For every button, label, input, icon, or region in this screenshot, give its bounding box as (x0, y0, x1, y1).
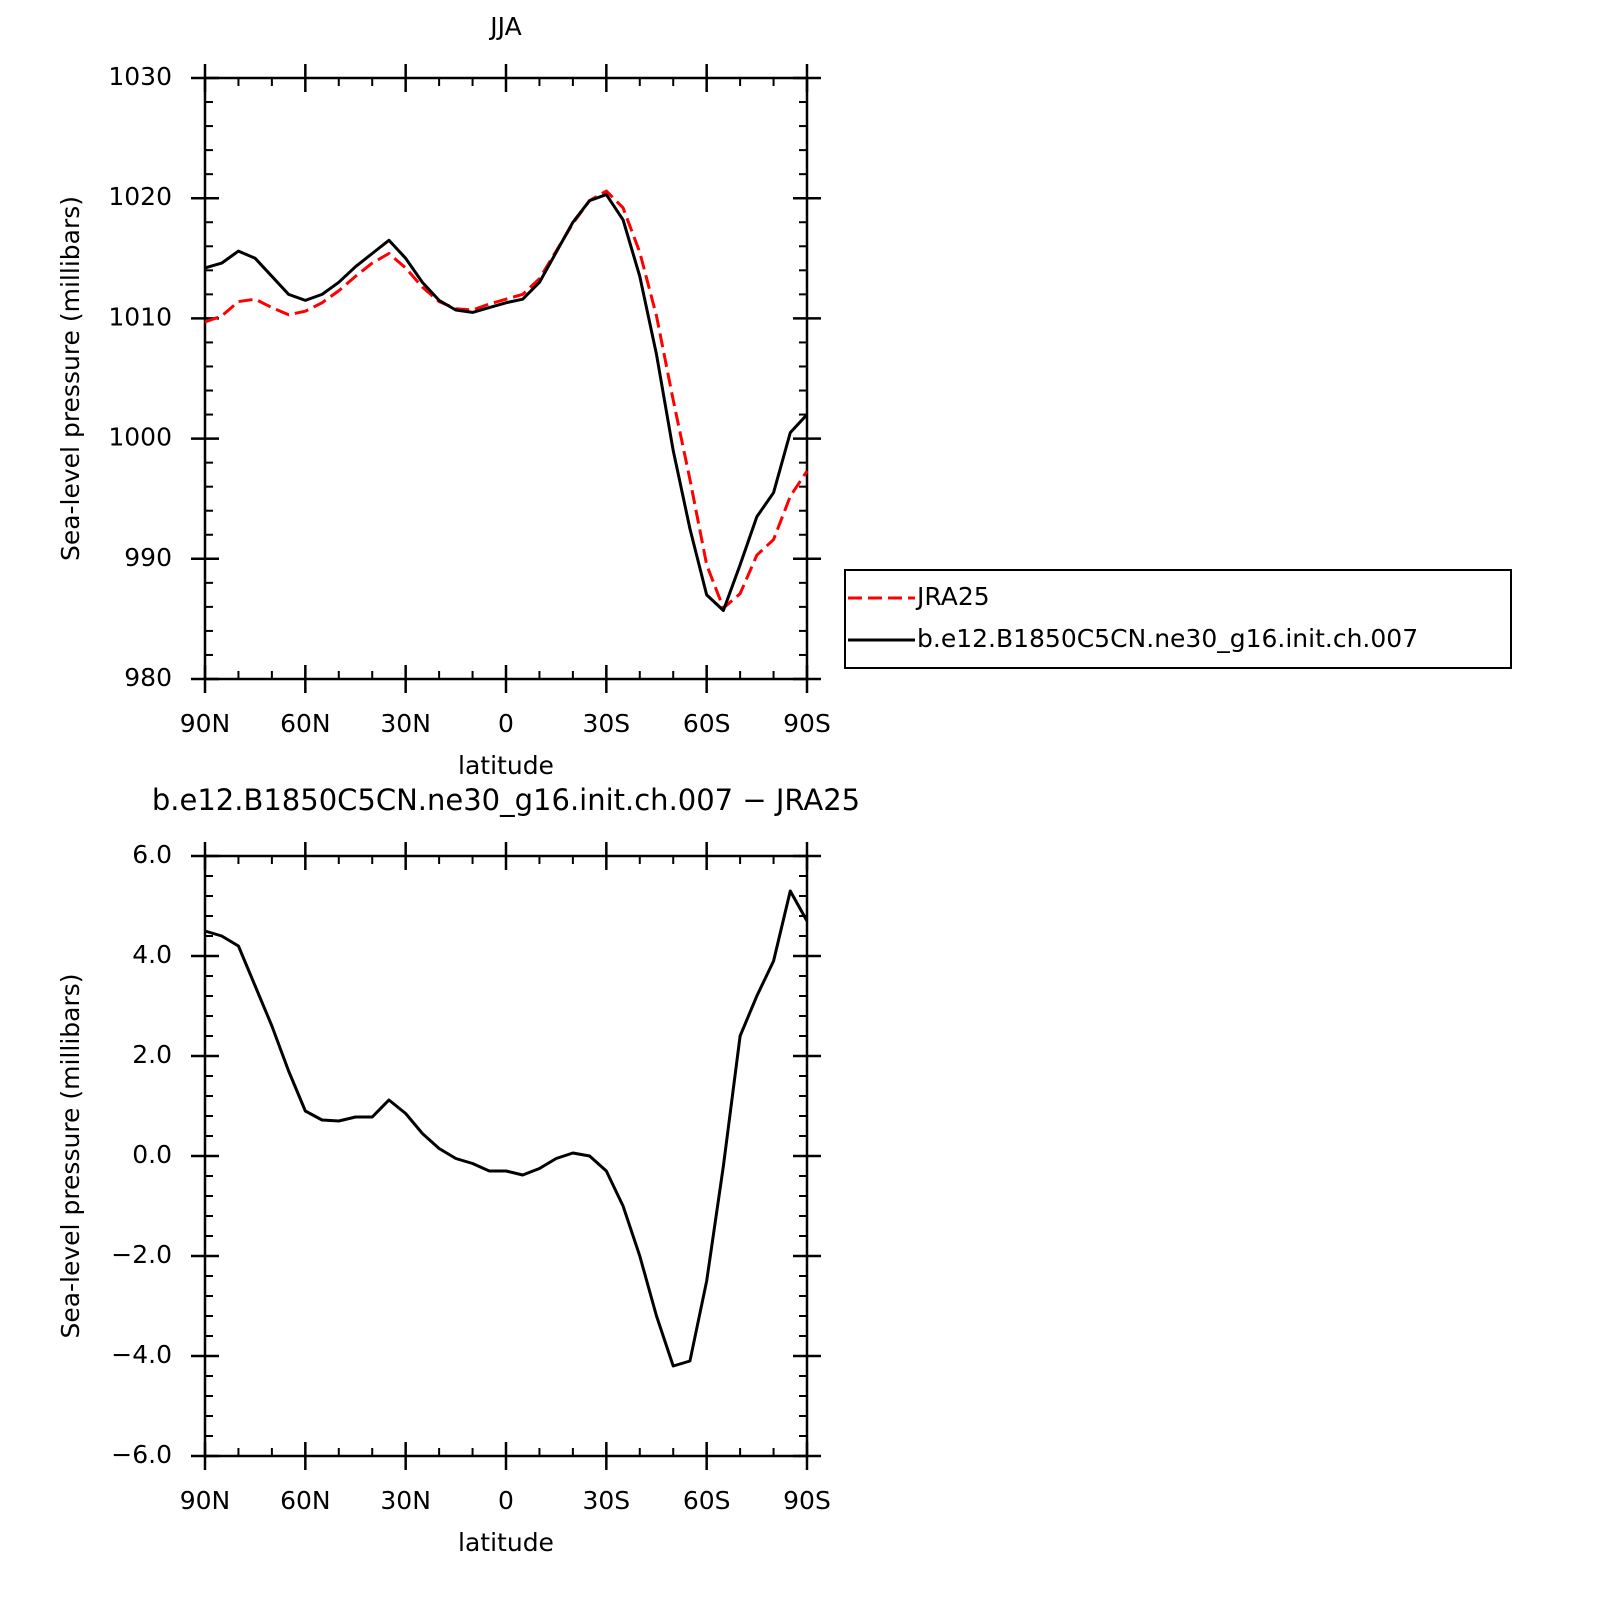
y-tick-label: 1030 (108, 62, 172, 91)
chart-title: JJA (488, 12, 521, 41)
plot-frame (203, 854, 809, 1458)
data-line (204, 193, 809, 612)
y-tick-label: 990 (124, 543, 172, 572)
y-axis-label: Sea-level pressure (millibars) (56, 196, 85, 561)
y-tick-label: 1010 (108, 302, 172, 331)
x-tick-label: 60S (683, 1486, 731, 1515)
x-tick-label: 60S (683, 709, 731, 738)
y-tick-label: 1000 (108, 423, 172, 452)
legend-label: b.e12.B1850C5CN.ne30_g16.init.ch.007 (917, 624, 1418, 653)
legend-box (844, 569, 1512, 669)
x-tick-label: 90S (783, 1486, 831, 1515)
x-tick-label: 60N (280, 709, 331, 738)
x-tick-label: 0 (498, 1486, 514, 1515)
x-tick-label: 30S (582, 1486, 630, 1515)
x-tick-label: 60N (280, 1486, 331, 1515)
legend-label: JRA25 (915, 582, 990, 611)
y-axis-label: Sea-level pressure (millibars) (56, 973, 85, 1338)
y-tick-label: −2.0 (111, 1240, 172, 1269)
chart-title: b.e12.B1850C5CN.ne30_g16.init.ch.007 − J… (152, 783, 860, 817)
x-tick-label: 0 (498, 709, 514, 738)
y-tick-label: 2.0 (132, 1040, 172, 1069)
y-tick-label: −6.0 (111, 1440, 172, 1469)
x-tick-label: 90N (180, 709, 231, 738)
y-tick-label: 980 (124, 663, 172, 692)
x-axis-label: latitude (458, 1528, 554, 1557)
y-tick-label: 0.0 (132, 1140, 172, 1169)
x-tick-label: 30S (582, 709, 630, 738)
x-tick-label: 30N (380, 709, 431, 738)
y-tick-label: 4.0 (132, 940, 172, 969)
data-line (204, 189, 809, 610)
x-tick-label: 90N (180, 1486, 231, 1515)
x-axis-label: latitude (458, 751, 554, 780)
x-tick-label: 30N (380, 1486, 431, 1515)
y-tick-label: 1020 (108, 182, 172, 211)
y-tick-label: −4.0 (111, 1340, 172, 1369)
x-tick-label: 90S (783, 709, 831, 738)
data-line (204, 889, 809, 1368)
plot-frame (203, 76, 809, 681)
y-tick-label: 6.0 (132, 840, 172, 869)
